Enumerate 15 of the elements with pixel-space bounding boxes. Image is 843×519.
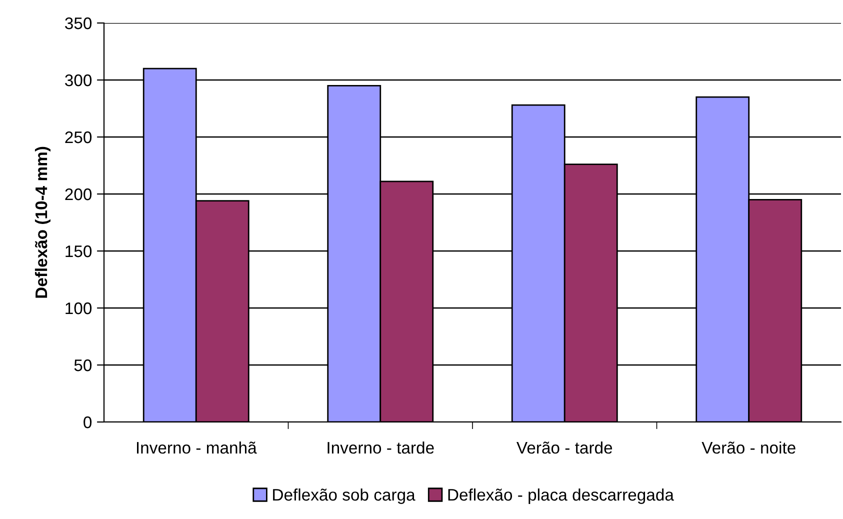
y-tick-label: 0	[84, 416, 92, 428]
y-tick-label: 150	[66, 245, 92, 258]
y-tick-label: 250	[65, 131, 92, 144]
x-tick-label: Inverno - tarde	[328, 441, 434, 454]
y-tick-label: 200	[65, 188, 92, 200]
y-tick-label: 350	[65, 17, 92, 30]
legend-label: Deflexão sob carga	[273, 488, 416, 504]
x-tick-label: Inverno - manhã	[136, 441, 257, 454]
x-tick-label: Verão - noite	[702, 441, 796, 454]
x-tick-label: Verão - tarde	[516, 441, 612, 454]
y-tick-label: 50	[74, 359, 92, 372]
y-tick-label: 100	[66, 302, 92, 314]
y-axis-title: Deflexão (10-4 mm)	[34, 146, 50, 298]
y-tick-label: 300	[65, 74, 92, 86]
legend-label: Deflexão - placa descarregada	[448, 488, 674, 504]
